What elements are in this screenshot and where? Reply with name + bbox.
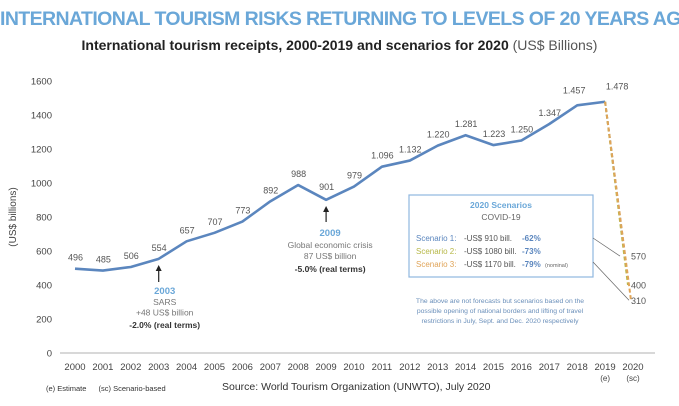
x-tick-label: 2004 — [176, 362, 197, 373]
subtitle-unit: (US$ Billions) — [512, 37, 598, 53]
x-tick-label: 2020 — [622, 362, 643, 373]
data-label: 988 — [291, 169, 306, 179]
scenario-row-pct: -73% — [522, 247, 541, 256]
x-tick-label: 2007 — [260, 362, 281, 373]
data-label: 1.250 — [511, 125, 534, 135]
data-label: 496 — [68, 253, 83, 263]
x-tick-label: 2003 — [148, 362, 169, 373]
data-label: 506 — [124, 251, 139, 261]
data-label: 485 — [96, 255, 111, 265]
y-tick-label: 600 — [36, 247, 52, 258]
data-label: 1.457 — [563, 85, 586, 95]
series-layer: 496 485 506 554 657 707 773 892 988 901 979 1.096 1.… — [68, 82, 646, 306]
y-tick-label: 1600 — [31, 77, 52, 88]
x-tick-label: 2014 — [455, 362, 476, 373]
axes: 0 200 400 600 800 1000 1200 1400 1600 (US$ billio… — [8, 77, 655, 383]
source-note: Source: World Tourism Organization (UNWT… — [222, 381, 491, 393]
scenario-row-amount: -US$ 1080 bill. — [464, 247, 516, 256]
x-tick-sublabel: (e) — [600, 374, 610, 383]
x-tick-label: 2015 — [483, 362, 504, 373]
x-tick-label: 2000 — [64, 362, 85, 373]
data-label: 707 — [207, 217, 222, 227]
series-line — [74, 100, 606, 272]
subtitle-main: International tourism receipts, 2000-201… — [81, 37, 509, 53]
data-label: 1.220 — [427, 130, 450, 140]
x-tick-label: 2018 — [567, 362, 588, 373]
data-label: 901 — [319, 182, 334, 192]
scenario-label: 400 — [631, 281, 646, 291]
x-tick-label: 2010 — [343, 362, 364, 373]
chart-title: INTERNATIONAL TOURISM RISKS RETURNING TO… — [0, 8, 679, 30]
x-tick-sublabel: (sc) — [626, 374, 640, 383]
x-tick-label: 2009 — [316, 362, 337, 373]
data-label: 773 — [235, 206, 250, 216]
annotation-text: SARS — [153, 297, 176, 307]
annotation-year: 2009 — [320, 228, 341, 239]
scenario-label: 310 — [631, 296, 646, 306]
annotation-year: 2003 — [154, 286, 175, 297]
footnote-scenario: (sc) Scenario-based — [98, 384, 166, 393]
y-tick-label: 200 — [36, 315, 52, 326]
data-label: 1.478 — [606, 82, 629, 92]
annotation-text: 87 US$ billion — [304, 251, 357, 261]
data-label: 979 — [347, 171, 362, 181]
footnote-estimate: (e) Estimate — [46, 384, 87, 393]
scenario-row-name: Scenario 1: — [416, 234, 456, 243]
annotation-change: -2.0% (real terms) — [129, 320, 200, 330]
x-tick-label: 2011 — [372, 362, 392, 373]
scenario-row-amount: -US$ 910 bill. — [464, 234, 512, 243]
annotation-text: Global economic crisis — [288, 240, 373, 250]
scenario-row-name: Scenario 3: — [416, 260, 456, 269]
data-label: 892 — [263, 185, 278, 195]
x-tick-label: 2016 — [511, 362, 532, 373]
data-label: 1.096 — [371, 151, 394, 161]
y-tick-label: 0 — [47, 349, 52, 360]
x-tick-label: 2002 — [120, 362, 141, 373]
data-label: 657 — [180, 225, 195, 235]
x-tick-label: 2012 — [399, 362, 420, 373]
data-label: 1.132 — [399, 145, 422, 155]
x-tick-label: 2008 — [288, 362, 309, 373]
scenario-line — [604, 101, 632, 301]
annotation-arrowhead — [155, 265, 162, 271]
data-label: 1.347 — [539, 108, 562, 118]
scenario-connector — [592, 261, 630, 301]
y-tick-label: 1200 — [31, 145, 52, 156]
scenario-box: 2020 Scenarios COVID-19 Scenario 1: -US$ 91… — [408, 194, 630, 325]
x-tick-label: 2019 — [595, 362, 616, 373]
scenario-row-pct: -62% — [522, 234, 541, 243]
x-tick-label: 2001 — [92, 362, 113, 373]
scenario-row-amount: -US$ 1170 bill. — [464, 260, 516, 269]
x-tick-label: 2005 — [204, 362, 225, 373]
data-label: 1.281 — [455, 119, 478, 129]
footnotes: (e) Estimate (sc) Scenario-based — [46, 384, 176, 393]
annotation-text: +48 US$ billion — [136, 308, 194, 318]
scenario-note: restrictions in July, Sept. and Dec. 202… — [421, 318, 579, 325]
scenario-row-note: (nominal) — [545, 263, 568, 269]
scenario-connector — [592, 237, 621, 257]
scenario-row-pct: -79% — [522, 260, 541, 269]
annotation-arrowhead — [323, 206, 330, 212]
scenario-note: The above are not forecasts but scenario… — [416, 298, 584, 305]
scenario-box-frame — [408, 194, 594, 278]
chart-subtitle: International tourism receipts, 2000-201… — [0, 37, 679, 53]
scenario-note: possible opening of national borders and… — [417, 308, 584, 315]
data-label: 1.223 — [483, 129, 506, 139]
annotation-change: -5.0% (real terms) — [295, 264, 366, 274]
x-tick-label: 2017 — [539, 362, 560, 373]
x-tick-label: 2013 — [427, 362, 448, 373]
scenario-box-subtitle: COVID-19 — [481, 212, 520, 222]
y-tick-label: 800 — [36, 213, 52, 224]
y-tick-label: 1000 — [31, 179, 52, 190]
scenario-box-title: 2020 Scenarios — [470, 200, 532, 210]
y-axis-label: (US$ billions) — [8, 187, 19, 246]
x-tick-label: 2006 — [232, 362, 253, 373]
data-label: 554 — [152, 243, 167, 253]
scenario-row-name: Scenario 2: — [416, 247, 456, 256]
scenario-label: 570 — [631, 252, 646, 262]
y-tick-label: 1400 — [31, 111, 52, 122]
y-tick-label: 400 — [36, 281, 52, 292]
